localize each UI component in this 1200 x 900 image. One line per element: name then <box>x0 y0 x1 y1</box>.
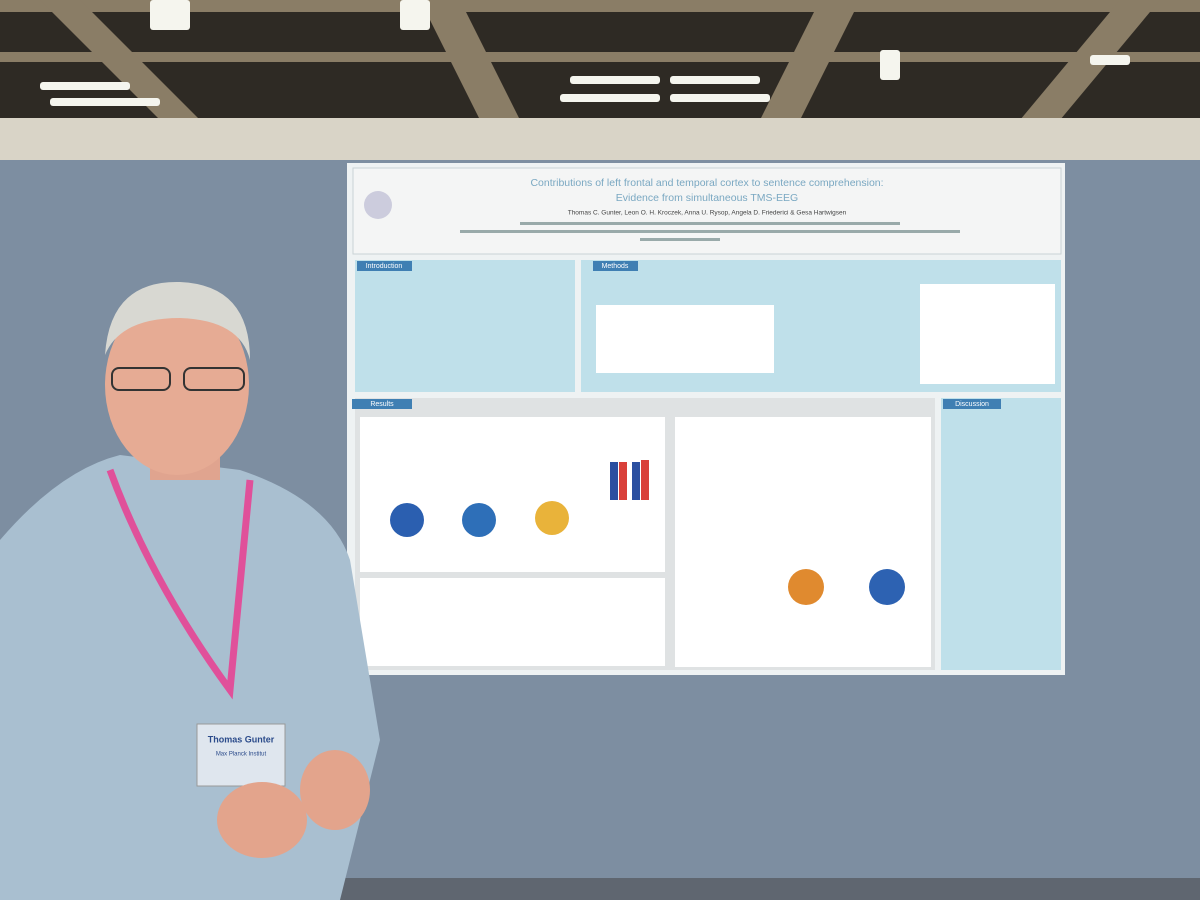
erp-grid-figure <box>675 417 931 667</box>
badge-name: Thomas Gunter <box>208 734 275 744</box>
topographies <box>390 501 905 605</box>
table-figure <box>596 305 774 373</box>
design-figure <box>920 284 1055 384</box>
results-tab <box>352 399 412 409</box>
section-heading: Results <box>370 401 394 408</box>
ceiling-beams <box>0 0 1200 120</box>
intro-panel <box>355 260 575 392</box>
bar-figure <box>360 578 665 666</box>
affiliation-lines <box>460 222 960 241</box>
logo <box>364 191 392 219</box>
poster: Contributions of left frontal and tempor… <box>347 163 1065 675</box>
discussion-panel <box>941 398 1061 670</box>
poster-title: Contributions of left frontal and tempor… <box>530 177 883 189</box>
poster-subtitle: Evidence from simultaneous TMS-EEG <box>616 192 798 204</box>
section-heading: Introduction <box>366 263 403 270</box>
section-heading: Discussion <box>955 401 989 408</box>
poster-authors: Thomas C. Gunter, Leon O. H. Kroczek, An… <box>568 210 847 217</box>
board-frame <box>0 118 1200 162</box>
ceiling-lights <box>40 0 1130 106</box>
person <box>0 281 380 900</box>
methods-tab <box>593 261 638 271</box>
section-heading: Methods <box>602 263 629 270</box>
intro-tab <box>357 261 412 271</box>
discussion-tab <box>943 399 1001 409</box>
mini-bars <box>610 460 649 500</box>
badge-org: Max Planck Institut <box>216 752 267 758</box>
